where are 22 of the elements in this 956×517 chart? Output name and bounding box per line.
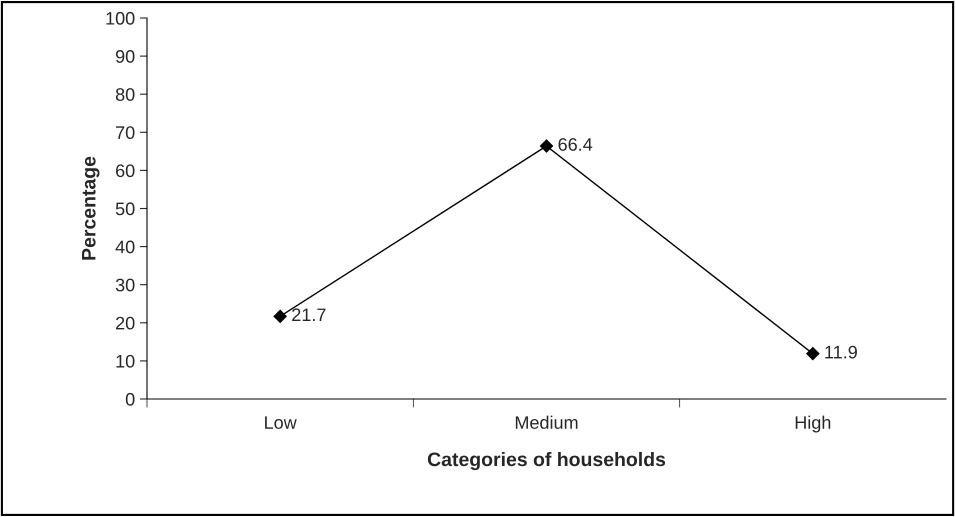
data-label: 21.7 [292,308,326,321]
y-tick-label: 70 [116,126,134,140]
y-tick-label: 10 [116,354,134,368]
y-tick-label: 90 [116,50,134,63]
y-tick-label: 100 [106,12,134,25]
x-axis-title: Categories of households [428,452,666,470]
y-tick-label: 0 [126,392,134,406]
y-tick-label: 60 [116,164,134,178]
y-tick-label: 80 [116,88,134,101]
point [274,310,287,323]
x-tick-label: Low [265,416,297,429]
x-tick-label: Medium [516,416,578,429]
point [806,347,820,360]
y-tick-label: 20 [116,316,134,330]
y-tick-label: 40 [116,240,134,254]
data-label: 66.4 [558,138,592,151]
point [540,139,554,153]
y-axis-title: Percentage [82,156,100,260]
y-tick-label: 30 [116,278,134,292]
x-tick-label: High [796,416,830,432]
y-tick-label: 50 [116,202,134,216]
data-label: 11.9 [825,346,857,359]
